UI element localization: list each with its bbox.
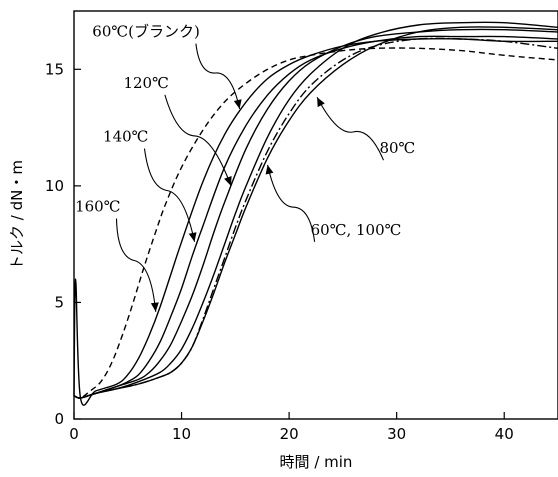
y-tick-label-0: 0	[54, 410, 64, 428]
series-line-1	[73, 35, 558, 399]
annotation-arrow-1	[164, 94, 232, 187]
annotation-arrow-4	[316, 97, 385, 161]
x-axis-title: 時間 / min	[280, 453, 353, 471]
annotation-arrowhead-0	[233, 99, 242, 109]
annotation-arrowhead-1	[224, 176, 232, 186]
y-tick-label-1: 5	[54, 293, 64, 311]
x-tick-label-3: 30	[387, 425, 406, 443]
y-tick-label-2: 10	[45, 177, 64, 195]
annotation-arrowhead-5	[265, 164, 274, 175]
annotation-arrow-2	[143, 148, 196, 242]
series-line-3	[73, 21, 558, 399]
series-line-5	[73, 37, 558, 399]
annotation-label-2: 140℃	[103, 128, 148, 146]
curves-group	[73, 21, 558, 406]
x-tick-label-0: 0	[69, 425, 79, 443]
annotation-label-5: 60℃, 100℃	[311, 221, 402, 239]
annotation-arrow-0	[195, 43, 241, 110]
annotation-label-4: 80℃	[379, 139, 415, 157]
annotation-label-1: 120℃	[123, 74, 168, 92]
y-axis-title: トルク / dN・m	[8, 160, 26, 270]
annotation-arrowhead-3	[150, 302, 159, 312]
series-line-4	[73, 26, 558, 399]
plot-frame	[73, 10, 558, 420]
annotation-arrowhead-2	[188, 232, 197, 242]
series-line-2	[73, 28, 558, 399]
annotation-arrowhead-4	[317, 97, 325, 108]
annotations-group: 60℃(ブランク) 120℃ 140℃ 160℃ 80℃ 60℃, 100℃	[75, 23, 415, 312]
annotation-label-0: 60℃(ブランク)	[92, 23, 200, 41]
x-tick-label-2: 20	[280, 425, 299, 443]
ticks-group: 0 10 20 30 40 0 5 10 15	[45, 60, 514, 443]
x-tick-label-1: 10	[172, 425, 191, 443]
annotation-label-3: 160℃	[75, 198, 120, 216]
annotation-arrow-3	[115, 218, 157, 312]
x-tick-label-4: 40	[495, 425, 514, 443]
annotation-arrow-5	[267, 164, 316, 242]
y-tick-label-3: 15	[45, 60, 64, 78]
